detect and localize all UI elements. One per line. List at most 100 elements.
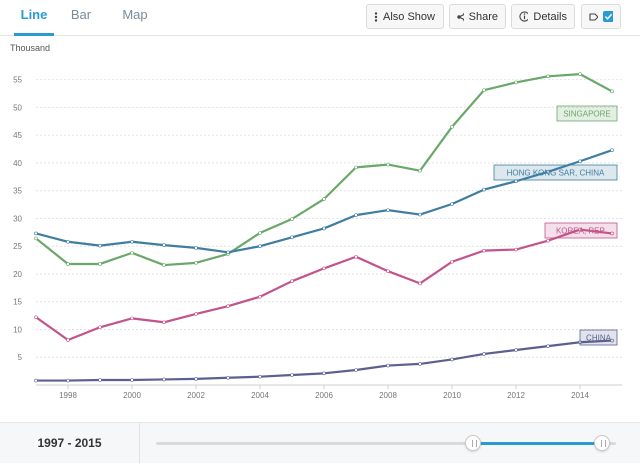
- range-slider-fill: [473, 442, 602, 445]
- data-point: [291, 374, 294, 377]
- tab-line[interactable]: Line: [14, 0, 54, 36]
- data-point: [323, 372, 326, 375]
- series-end-label: KOREA, REP.: [556, 227, 606, 236]
- data-point: [99, 262, 102, 265]
- tab-map[interactable]: Map: [117, 0, 153, 36]
- data-point: [323, 198, 326, 201]
- y-tick-label: 5: [18, 353, 23, 362]
- data-point: [195, 312, 198, 315]
- data-point: [419, 213, 422, 216]
- data-point: [195, 377, 198, 380]
- data-point: [515, 349, 518, 352]
- label-toggle-button[interactable]: [581, 4, 621, 29]
- data-point: [259, 375, 262, 378]
- data-point: [483, 352, 486, 355]
- vertical-dots-icon: [374, 12, 378, 22]
- data-point: [387, 209, 390, 212]
- time-range-bar: 1997 - 2015: [0, 422, 640, 463]
- data-point: [163, 264, 166, 267]
- series-end-label: CHINA: [586, 334, 612, 343]
- data-point: [419, 169, 422, 172]
- data-point: [67, 240, 70, 243]
- data-point: [515, 81, 518, 84]
- y-tick-label: 30: [13, 214, 22, 223]
- data-point: [451, 260, 454, 263]
- data-point: [611, 149, 614, 152]
- data-point: [67, 339, 70, 342]
- y-tick-label: 20: [13, 270, 22, 279]
- data-point: [387, 163, 390, 166]
- share-icon: [457, 12, 464, 22]
- data-point: [547, 239, 550, 242]
- data-point: [579, 73, 582, 76]
- data-point: [195, 261, 198, 264]
- data-point: [323, 227, 326, 230]
- y-tick-label: 15: [13, 298, 22, 307]
- tab-bar[interactable]: Bar: [64, 0, 98, 36]
- data-point: [131, 240, 134, 243]
- data-point: [355, 214, 358, 217]
- y-tick-label: 10: [13, 325, 22, 334]
- series-end-label: HONG KONG SAR, CHINA: [507, 169, 605, 178]
- range-slider-track[interactable]: [156, 442, 616, 445]
- data-point: [451, 203, 454, 206]
- data-point: [35, 379, 38, 382]
- data-point: [131, 251, 134, 254]
- x-tick-label: 2002: [187, 391, 205, 400]
- y-tick-label: 25: [13, 242, 22, 251]
- range-end-handle[interactable]: [594, 435, 610, 451]
- data-point: [99, 326, 102, 329]
- data-point: [579, 160, 582, 163]
- tag-icon: [589, 13, 598, 21]
- y-tick-label: 50: [13, 103, 22, 112]
- data-point: [259, 245, 262, 248]
- y-tick-label: 35: [13, 187, 22, 196]
- data-point: [547, 75, 550, 78]
- data-point: [67, 379, 70, 382]
- x-tick-label: 2012: [507, 391, 525, 400]
- data-point: [227, 376, 230, 379]
- data-point: [387, 364, 390, 367]
- range-label: 1997 - 2015: [0, 423, 140, 464]
- data-point: [67, 262, 70, 265]
- range-start-handle[interactable]: [465, 435, 481, 451]
- data-point: [35, 232, 38, 235]
- share-button[interactable]: Share: [449, 4, 506, 29]
- data-point: [451, 358, 454, 361]
- data-point: [163, 321, 166, 324]
- checkbox-checked-icon[interactable]: [603, 11, 613, 22]
- data-point: [291, 280, 294, 283]
- data-point: [483, 188, 486, 191]
- data-point: [515, 248, 518, 251]
- data-point: [163, 378, 166, 381]
- data-point: [291, 236, 294, 239]
- data-point: [419, 282, 422, 285]
- series-end-label: SINGAPORE: [563, 110, 611, 119]
- data-point: [611, 90, 614, 93]
- x-tick-label: 2010: [443, 391, 461, 400]
- data-point: [259, 295, 262, 298]
- y-tick-label: 40: [13, 159, 22, 168]
- x-tick-label: 2006: [315, 391, 333, 400]
- data-point: [355, 166, 358, 169]
- data-point: [163, 244, 166, 247]
- data-point: [227, 305, 230, 308]
- also-show-button[interactable]: Also Show: [366, 4, 444, 29]
- details-button[interactable]: Details: [511, 4, 575, 29]
- x-tick-label: 1998: [59, 391, 77, 400]
- data-point: [419, 362, 422, 365]
- data-point: [483, 249, 486, 252]
- data-point: [387, 270, 390, 273]
- info-icon: [519, 11, 528, 22]
- data-point: [35, 237, 38, 240]
- data-point: [99, 244, 102, 247]
- data-point: [259, 231, 262, 234]
- top-toolbar: Line Bar Map Also Show Share Details: [0, 0, 640, 36]
- y-tick-label: 55: [13, 76, 22, 85]
- y-tick-label: 45: [13, 131, 22, 140]
- details-label: Details: [533, 11, 567, 23]
- data-point: [483, 89, 486, 92]
- data-point: [227, 251, 230, 254]
- data-point: [323, 267, 326, 270]
